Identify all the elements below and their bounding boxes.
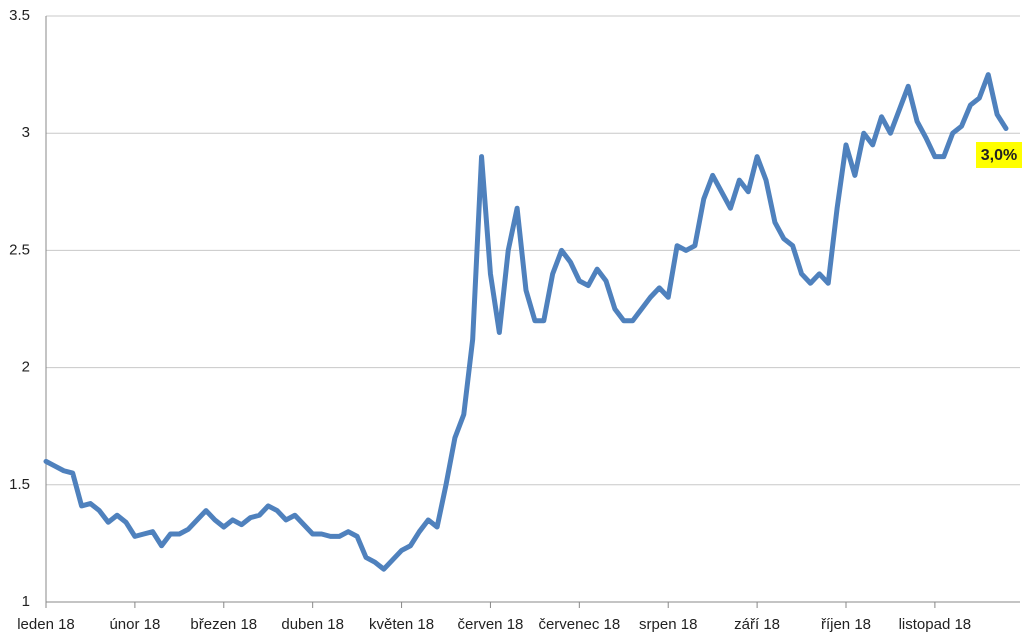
x-tick-label: duben 18 — [281, 616, 344, 633]
y-tick-label: 3.5 — [9, 7, 30, 24]
y-tick-label: 2.5 — [9, 241, 30, 258]
x-tick-label: květen 18 — [369, 616, 434, 633]
x-tick-label: leden 18 — [17, 616, 75, 633]
x-tick-label: únor 18 — [109, 616, 160, 633]
x-tick-label: listopad 18 — [899, 616, 972, 633]
x-tick-label: červenec 18 — [538, 616, 620, 633]
y-tick-label: 3 — [22, 124, 30, 141]
x-tick-label: březen 18 — [190, 616, 257, 633]
y-tick-label: 1.5 — [9, 476, 30, 493]
annotation: 3,0% — [981, 147, 1017, 164]
y-tick-label: 1 — [22, 593, 30, 610]
annotation-box — [976, 142, 1022, 168]
x-tick-label: červen 18 — [458, 616, 524, 633]
y-tick-label: 2 — [22, 359, 30, 376]
line-series — [43, 72, 1009, 572]
x-tick-label: září 18 — [734, 616, 780, 633]
x-tick-label: říjen 18 — [821, 616, 871, 633]
plot-area: 1 1.5 2 2.5 3 3.5 leden 18 únor 18 březen 18 dube… — [9, 7, 1020, 633]
x-tick-label: srpen 18 — [639, 616, 697, 633]
